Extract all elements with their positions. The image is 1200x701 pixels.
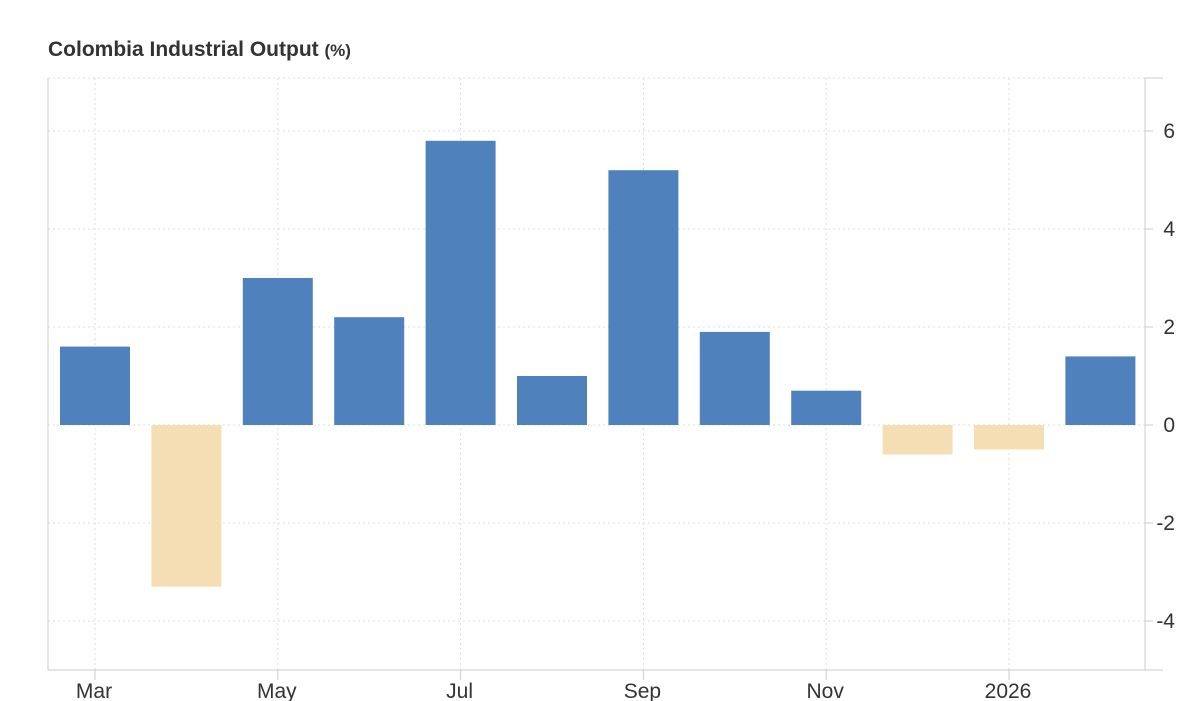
x-tick-label: 2026	[985, 680, 1032, 701]
bar	[334, 317, 405, 425]
bar	[517, 376, 587, 425]
chart-title: Colombia Industrial Output (%)	[48, 38, 351, 62]
bar	[242, 278, 313, 425]
bar	[699, 331, 770, 425]
y-tick-label: -2	[1156, 512, 1175, 535]
bar	[882, 425, 953, 455]
axes	[47, 77, 1163, 680]
bar	[608, 170, 679, 425]
y-tick-labels: 6 4 2 0 -2 -4	[1156, 120, 1175, 633]
bar	[791, 390, 862, 425]
y-tick-label: 4	[1163, 218, 1175, 241]
chart-title-text: Colombia Industrial Output	[48, 38, 319, 61]
bar	[974, 425, 1044, 450]
bar	[425, 140, 496, 426]
y-tick-label: 0	[1163, 414, 1175, 437]
y-tick-label: -4	[1156, 610, 1175, 633]
bar	[1065, 356, 1136, 425]
y-tick-label: 6	[1163, 120, 1175, 143]
bar	[151, 425, 222, 587]
x-tick-label: Nov	[807, 680, 845, 701]
y-tick-label: 2	[1163, 316, 1175, 339]
x-tick-label: Jul	[446, 680, 473, 701]
chart-title-unit: (%)	[324, 41, 351, 60]
x-tick-label: May	[257, 680, 297, 701]
bar	[60, 346, 130, 425]
x-tick-label: Mar	[76, 680, 112, 701]
x-tick-labels: Mar May Jul Sep Nov 2026	[76, 680, 1031, 701]
bars	[60, 140, 1136, 587]
x-tick-label: Sep	[624, 680, 661, 701]
